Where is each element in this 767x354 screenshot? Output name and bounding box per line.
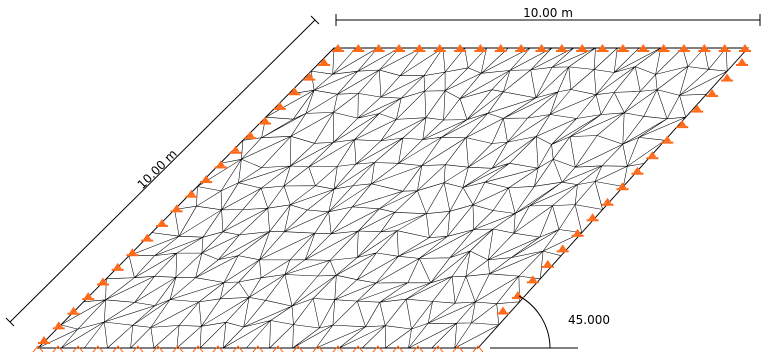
pinned-support-icon	[413, 44, 426, 52]
pinned-support-icon	[474, 44, 487, 52]
roller-support-icon	[432, 345, 444, 353]
pinned-support-icon	[393, 44, 406, 52]
angle-arc	[518, 295, 551, 349]
top-dimension: 10.00 m	[335, 6, 761, 26]
pinned-support-icon	[303, 72, 316, 81]
roller-support-icon	[72, 345, 84, 353]
pinned-support-icon	[372, 44, 385, 52]
roller-support-icon	[132, 345, 144, 353]
pinned-support-icon	[214, 160, 227, 169]
pinned-support-icon	[698, 44, 711, 52]
slanted-dimension-tick-bottom	[5, 317, 15, 327]
roller-support-icon	[272, 345, 284, 353]
pinned-support-icon	[141, 233, 154, 242]
pinned-support-icon	[111, 262, 124, 271]
pinned-support-icon	[721, 73, 734, 82]
pinned-support-icon	[736, 58, 748, 66]
pinned-support-icon	[332, 44, 344, 52]
pinned-support-icon	[646, 151, 659, 160]
roller-support-icon	[252, 345, 264, 353]
roller-support-icon	[392, 345, 404, 353]
pinned-support-icon	[718, 44, 731, 52]
roller-support-icon	[172, 345, 184, 353]
slanted-dimension-line	[9, 19, 316, 323]
mesh-lines	[37, 47, 749, 349]
pinned-support-icon	[657, 44, 670, 52]
pinned-support-icon	[229, 145, 242, 154]
roller-support-icon	[232, 345, 244, 353]
pinned-support-icon	[576, 44, 589, 52]
triangular-mesh	[36, 47, 750, 349]
roller-support-icon	[412, 345, 424, 353]
roller-support-icon	[352, 345, 364, 353]
pinned-support-icon	[185, 189, 198, 198]
roller-support-icon	[292, 345, 304, 353]
pinned-support-icon	[616, 44, 629, 52]
pinned-support-icon	[631, 166, 644, 175]
angle-annotation: 45.000	[490, 295, 610, 349]
pinned-support-icon	[496, 306, 509, 315]
pinned-support-icon	[676, 120, 689, 129]
pinned-support-icon	[38, 336, 50, 344]
angle-label: 45.000	[568, 313, 610, 327]
pinned-support-icon	[526, 275, 539, 284]
pinned-support-icon	[691, 104, 704, 113]
pinned-support-icon	[273, 101, 286, 110]
pinned-support-icon	[288, 87, 301, 96]
pinned-support-icon	[318, 58, 330, 66]
roller-support-icon	[92, 345, 104, 353]
roller-support-icon	[472, 345, 484, 353]
pinned-support-icon	[52, 321, 65, 330]
roller-support-icon	[212, 345, 224, 353]
pinned-support-icon	[601, 197, 614, 206]
top-dimension-label: 10.00 m	[523, 6, 573, 20]
pinned-support-icon	[661, 135, 674, 144]
pinned-support-icon	[433, 44, 446, 52]
pinned-support-icon	[637, 44, 650, 52]
pinned-support-icon	[586, 213, 599, 222]
pinned-support-icon	[170, 204, 183, 213]
pinned-support-icon	[556, 244, 569, 253]
pinned-support-icon	[677, 44, 690, 52]
roller-support-icon	[112, 345, 124, 353]
roller-support-icon	[152, 345, 164, 353]
pinned-support-icon	[616, 182, 629, 191]
pinned-support-icon	[244, 131, 257, 140]
pinned-support-icon	[535, 44, 548, 52]
roller-support-icon	[452, 345, 464, 353]
mesh-boundary	[36, 47, 750, 349]
pinned-support-icon	[67, 306, 80, 315]
pinned-support-icon	[352, 44, 365, 52]
pinned-support-icon	[200, 175, 213, 184]
pinned-support-icon	[494, 44, 507, 52]
pinned-support-icon	[511, 290, 524, 299]
pinned-support-icon	[571, 228, 584, 237]
roller-support-icon	[192, 345, 204, 353]
roller-support-icon	[332, 345, 344, 353]
pinned-support-icon	[454, 44, 467, 52]
pinned-support-icon	[555, 44, 568, 52]
pinned-support-icon	[541, 259, 554, 268]
roller-support-icon	[52, 345, 64, 353]
pinned-support-icon	[515, 44, 528, 52]
roller-support-icon	[312, 345, 324, 353]
pinned-support-icon	[259, 116, 272, 125]
pinned-support-icon	[596, 44, 609, 52]
roller-support-icon	[372, 345, 384, 353]
pinned-support-icon	[155, 218, 168, 227]
boundary-supports	[32, 44, 751, 353]
slanted-dimension-tick-top	[310, 15, 320, 25]
pinned-support-icon	[96, 277, 109, 286]
slanted-dimension: 10.00 m	[5, 15, 320, 327]
roller-support-icon	[32, 345, 44, 353]
slanted-dimension-label: 10.00 m	[135, 147, 180, 192]
pinned-support-icon	[706, 89, 719, 98]
pinned-support-icon	[82, 292, 95, 301]
pinned-support-icon	[126, 248, 139, 257]
pinned-support-icon	[739, 44, 751, 52]
